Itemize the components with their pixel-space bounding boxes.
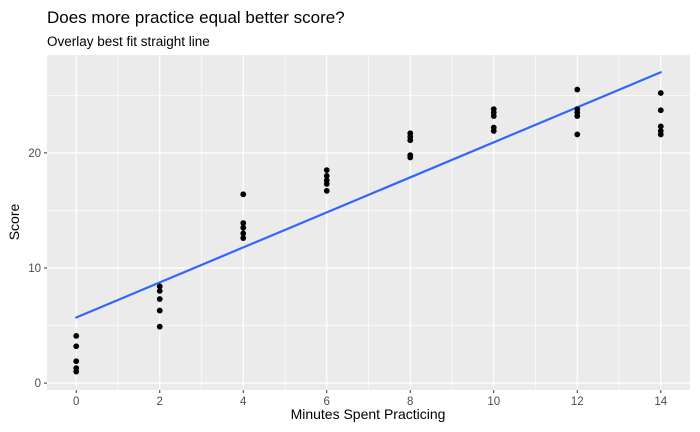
y-axis-title: Score xyxy=(6,204,22,241)
chart-subtitle: Overlay best fit straight line xyxy=(47,34,210,49)
data-point xyxy=(490,113,497,119)
data-point xyxy=(156,296,163,302)
data-point xyxy=(156,283,163,290)
data-point xyxy=(323,187,330,194)
best-fit-line xyxy=(75,71,662,319)
data-point xyxy=(156,307,163,314)
fit-line-layer xyxy=(75,71,662,319)
x-tick-label: 14 xyxy=(654,396,667,408)
x-tick-label: 8 xyxy=(407,396,413,408)
axis-ticks: 0 2 4 6 8 10 12 14 0 10 20 xyxy=(28,148,668,408)
data-point xyxy=(657,90,664,96)
data-point xyxy=(156,288,163,294)
chart-title: Does more practice equal better score? xyxy=(47,8,345,27)
data-point xyxy=(240,220,247,226)
data-point xyxy=(73,332,80,339)
data-point xyxy=(323,181,330,187)
data-point xyxy=(574,131,581,138)
y-tick-label: 0 xyxy=(35,378,41,390)
data-point xyxy=(73,343,80,350)
data-point xyxy=(240,224,247,231)
data-point xyxy=(323,172,330,179)
data-point xyxy=(657,107,664,114)
data-point xyxy=(240,235,247,241)
data-point xyxy=(574,86,581,93)
data-point xyxy=(323,167,330,174)
data-point xyxy=(407,154,414,161)
scatter-points xyxy=(73,86,664,375)
data-point xyxy=(73,368,80,375)
y-tick-label: 20 xyxy=(28,148,41,160)
x-tick-label: 4 xyxy=(240,396,247,408)
data-point xyxy=(574,113,581,119)
data-point xyxy=(156,323,163,330)
data-point xyxy=(407,137,414,144)
x-axis-title: Minutes Spent Practicing xyxy=(291,406,446,422)
data-point xyxy=(490,128,497,134)
data-point xyxy=(657,131,664,138)
data-point xyxy=(657,123,664,130)
x-tick-label: 10 xyxy=(487,396,500,408)
data-point xyxy=(240,230,247,237)
x-tick-label: 2 xyxy=(157,396,163,408)
data-point xyxy=(73,358,80,365)
y-tick-label: 10 xyxy=(28,263,41,275)
data-point xyxy=(240,191,247,198)
x-tick-label: 0 xyxy=(73,396,79,408)
x-tick-label: 12 xyxy=(571,396,584,408)
x-tick-label: 6 xyxy=(324,396,330,408)
